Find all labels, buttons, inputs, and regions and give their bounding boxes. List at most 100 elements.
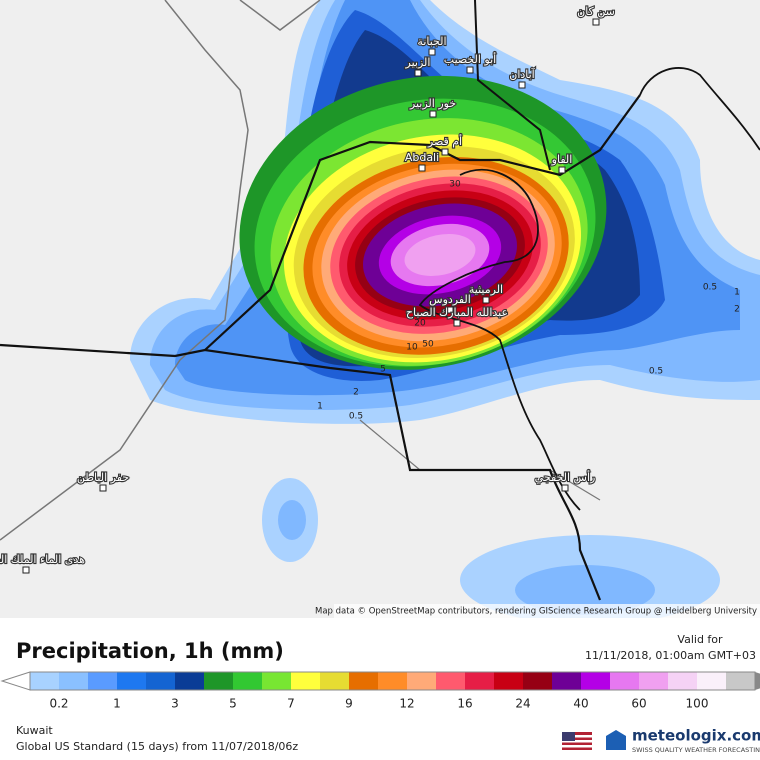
place-label: سن كان [577, 5, 615, 18]
bar-segment [436, 672, 465, 690]
region: Kuwait [16, 724, 53, 737]
place-label: هدى الماء الملك العبد الله [0, 553, 85, 566]
contour-label: 10 [406, 343, 418, 353]
bar-tick-label: 3 [171, 697, 179, 711]
bar-segment [204, 672, 233, 690]
bar-segment [320, 672, 349, 690]
attribution-bg [334, 604, 760, 618]
bar-segment [88, 672, 117, 690]
attribution: Map data © OpenStreetMap contributors, r… [315, 607, 757, 617]
bar-segment [610, 672, 639, 690]
place-label: الفردوس [429, 293, 471, 306]
bar-tick-label: 0.2 [49, 697, 68, 711]
bar-segment [146, 672, 175, 690]
contour-label: 2 [353, 388, 359, 398]
bar-segment [30, 672, 59, 690]
bar-arrow [755, 672, 760, 690]
bar-segment [117, 672, 146, 690]
bar-tick-label: 60 [631, 697, 646, 711]
place-label: خور الزبير [409, 97, 456, 110]
bar-segment [552, 672, 581, 690]
place-label: أم قصر [427, 134, 462, 148]
legend-title: Precipitation, 1h (mm) [16, 639, 284, 663]
tagline: SWISS QUALITY WEATHER FORECASTING [632, 746, 760, 754]
place-marker [558, 166, 566, 174]
place-marker [429, 110, 437, 118]
borders [0, 0, 760, 601]
brand-logo [606, 730, 626, 750]
place-label: أبو الخصيب [444, 52, 496, 66]
place-marker [446, 306, 454, 314]
contour-label: 20 [414, 319, 426, 329]
place-label: آبادان [509, 67, 535, 81]
place-marker [441, 148, 449, 156]
place-marker [453, 319, 461, 327]
bar-segment [378, 672, 407, 690]
place-label: عبدالله المبارك الصباح [406, 306, 508, 319]
legend: Precipitation, 1h (mm) Valid for 11/11/2… [0, 633, 760, 754]
place-marker [466, 66, 474, 74]
bar-segment [407, 672, 436, 690]
color-bar: 0.2 1 3 5 7 9 12 16 24 40 60 100 [0, 671, 760, 711]
place-marker [428, 48, 436, 56]
bar-segment [494, 672, 523, 690]
bar-segment [59, 672, 88, 690]
contour-label: 5 [380, 365, 386, 375]
contour-label: 2 [734, 305, 740, 315]
precip-band [278, 500, 306, 540]
contour-label: 0.5 [649, 367, 663, 377]
valid-time: 11/11/2018, 01:00am GMT+03 [585, 649, 756, 662]
bar-segment [668, 672, 697, 690]
border-line [0, 343, 602, 601]
bar-segment [726, 672, 755, 690]
precipitation-field [130, 0, 760, 618]
border-line [474, 0, 551, 171]
place-label: الرميثية [469, 283, 503, 296]
bar-segment [291, 672, 320, 690]
flag [562, 732, 592, 750]
bar-segment [581, 672, 610, 690]
precip-band [515, 565, 655, 615]
bar-outline [29, 671, 756, 691]
bar-tick-label: 7 [287, 697, 295, 711]
bar-tick-label: 9 [345, 697, 353, 711]
contour-label: 50 [422, 340, 434, 350]
bar-tick-label: 1 [113, 697, 121, 711]
place-label: الجبانة [417, 35, 446, 48]
place-marker [561, 484, 569, 492]
bar-segment [523, 672, 552, 690]
coastline [639, 67, 760, 151]
place-label: الفاو [551, 153, 573, 166]
place-label: Abdali [405, 151, 439, 164]
contour-label: 0.5 [703, 283, 717, 293]
bar-tick-label: 12 [399, 697, 414, 711]
valid-label: Valid for [677, 633, 723, 646]
bar-segment [233, 672, 262, 690]
model-run: Global US Standard (15 days) from 11/07/… [16, 740, 298, 753]
place-label: الزبير [405, 56, 431, 69]
place-marker [22, 566, 30, 574]
bar-tick-label: 24 [515, 697, 530, 711]
map: Map data © OpenStreetMap contributors, r… [0, 0, 760, 618]
bar-arrow [0, 671, 31, 691]
bar-segment [697, 672, 726, 690]
bar-tick-label: 40 [573, 697, 588, 711]
bar-tick-label: 5 [229, 697, 237, 711]
brand: meteologix.com [632, 727, 760, 745]
place-marker [414, 69, 422, 77]
place-marker [99, 484, 107, 492]
place-label: رأس الخفجي [535, 470, 596, 484]
place-marker [482, 296, 490, 304]
bar-tick-label: 100 [686, 697, 709, 711]
bar-segment [262, 672, 291, 690]
bar-segment [349, 672, 378, 690]
bar-segment [639, 672, 668, 690]
bar-tick-label: 16 [457, 697, 472, 711]
border-line [0, 0, 249, 541]
bar-segment [175, 672, 204, 690]
contour-label: 1 [317, 402, 323, 412]
bar-segment [465, 672, 494, 690]
place-marker [418, 164, 426, 172]
contour-label: 0.5 [349, 412, 363, 422]
